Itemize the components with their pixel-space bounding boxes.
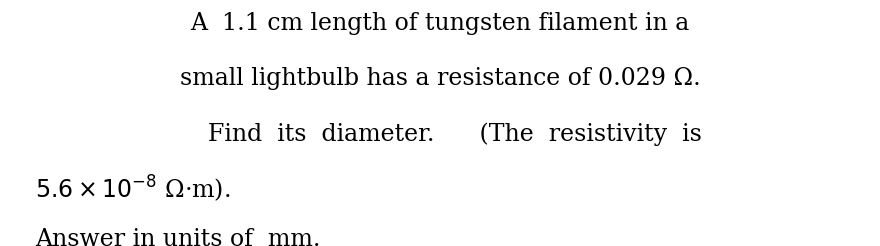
Text: small lightbulb has a resistance of 0.029 Ω.: small lightbulb has a resistance of 0.02… [180,67,700,90]
Text: Answer in units of  mm.: Answer in units of mm. [35,228,320,246]
Text: $5.6 \times 10^{-8}$ Ω·m).: $5.6 \times 10^{-8}$ Ω·m). [35,173,231,204]
Text: A  1.1 cm length of tungsten filament in a: A 1.1 cm length of tungsten filament in … [190,12,690,34]
Text: Find  its  diameter.      (The  resistivity  is: Find its diameter. (The resistivity is [178,123,702,146]
